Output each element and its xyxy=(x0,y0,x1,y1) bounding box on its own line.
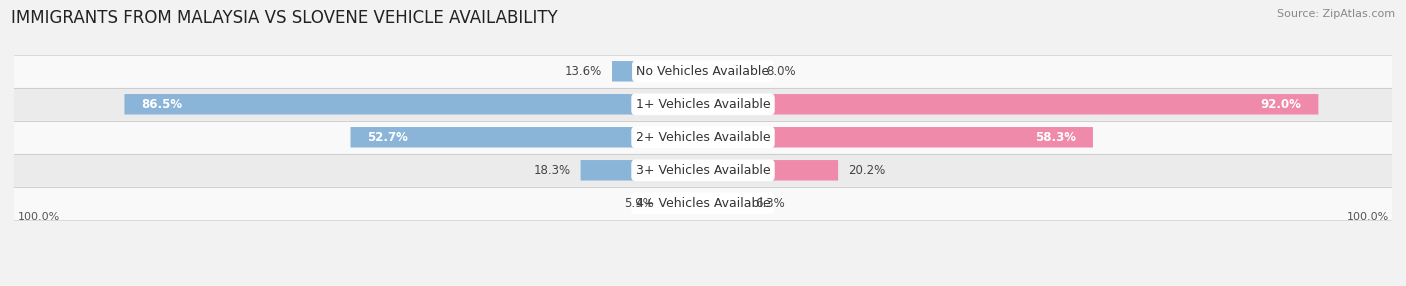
Text: 4+ Vehicles Available: 4+ Vehicles Available xyxy=(636,197,770,210)
Text: 8.0%: 8.0% xyxy=(766,65,796,78)
Text: 13.6%: 13.6% xyxy=(565,65,602,78)
Text: 58.3%: 58.3% xyxy=(1035,131,1076,144)
Bar xyxy=(14,121,1392,154)
FancyBboxPatch shape xyxy=(703,160,838,180)
FancyBboxPatch shape xyxy=(664,193,703,214)
Text: 3+ Vehicles Available: 3+ Vehicles Available xyxy=(636,164,770,177)
Text: 92.0%: 92.0% xyxy=(1261,98,1302,111)
Text: 6.3%: 6.3% xyxy=(755,197,785,210)
Text: 2+ Vehicles Available: 2+ Vehicles Available xyxy=(636,131,770,144)
Text: 100.0%: 100.0% xyxy=(17,212,59,223)
FancyBboxPatch shape xyxy=(703,94,1319,114)
Text: Source: ZipAtlas.com: Source: ZipAtlas.com xyxy=(1277,9,1395,19)
FancyBboxPatch shape xyxy=(703,61,756,82)
FancyBboxPatch shape xyxy=(350,127,703,148)
Bar xyxy=(14,154,1392,187)
Bar xyxy=(14,187,1392,220)
FancyBboxPatch shape xyxy=(703,193,745,214)
Text: 86.5%: 86.5% xyxy=(141,98,183,111)
Text: 100.0%: 100.0% xyxy=(1347,212,1389,223)
Text: 5.9%: 5.9% xyxy=(624,197,654,210)
Bar xyxy=(14,55,1392,88)
FancyBboxPatch shape xyxy=(581,160,703,180)
FancyBboxPatch shape xyxy=(703,127,1092,148)
Text: 52.7%: 52.7% xyxy=(367,131,408,144)
Text: 20.2%: 20.2% xyxy=(848,164,886,177)
Text: 1+ Vehicles Available: 1+ Vehicles Available xyxy=(636,98,770,111)
Text: IMMIGRANTS FROM MALAYSIA VS SLOVENE VEHICLE AVAILABILITY: IMMIGRANTS FROM MALAYSIA VS SLOVENE VEHI… xyxy=(11,9,558,27)
Text: 18.3%: 18.3% xyxy=(533,164,571,177)
Text: No Vehicles Available: No Vehicles Available xyxy=(637,65,769,78)
Bar xyxy=(14,88,1392,121)
FancyBboxPatch shape xyxy=(124,94,703,114)
Legend: Immigrants from Malaysia, Slovene: Immigrants from Malaysia, Slovene xyxy=(560,283,846,286)
FancyBboxPatch shape xyxy=(612,61,703,82)
